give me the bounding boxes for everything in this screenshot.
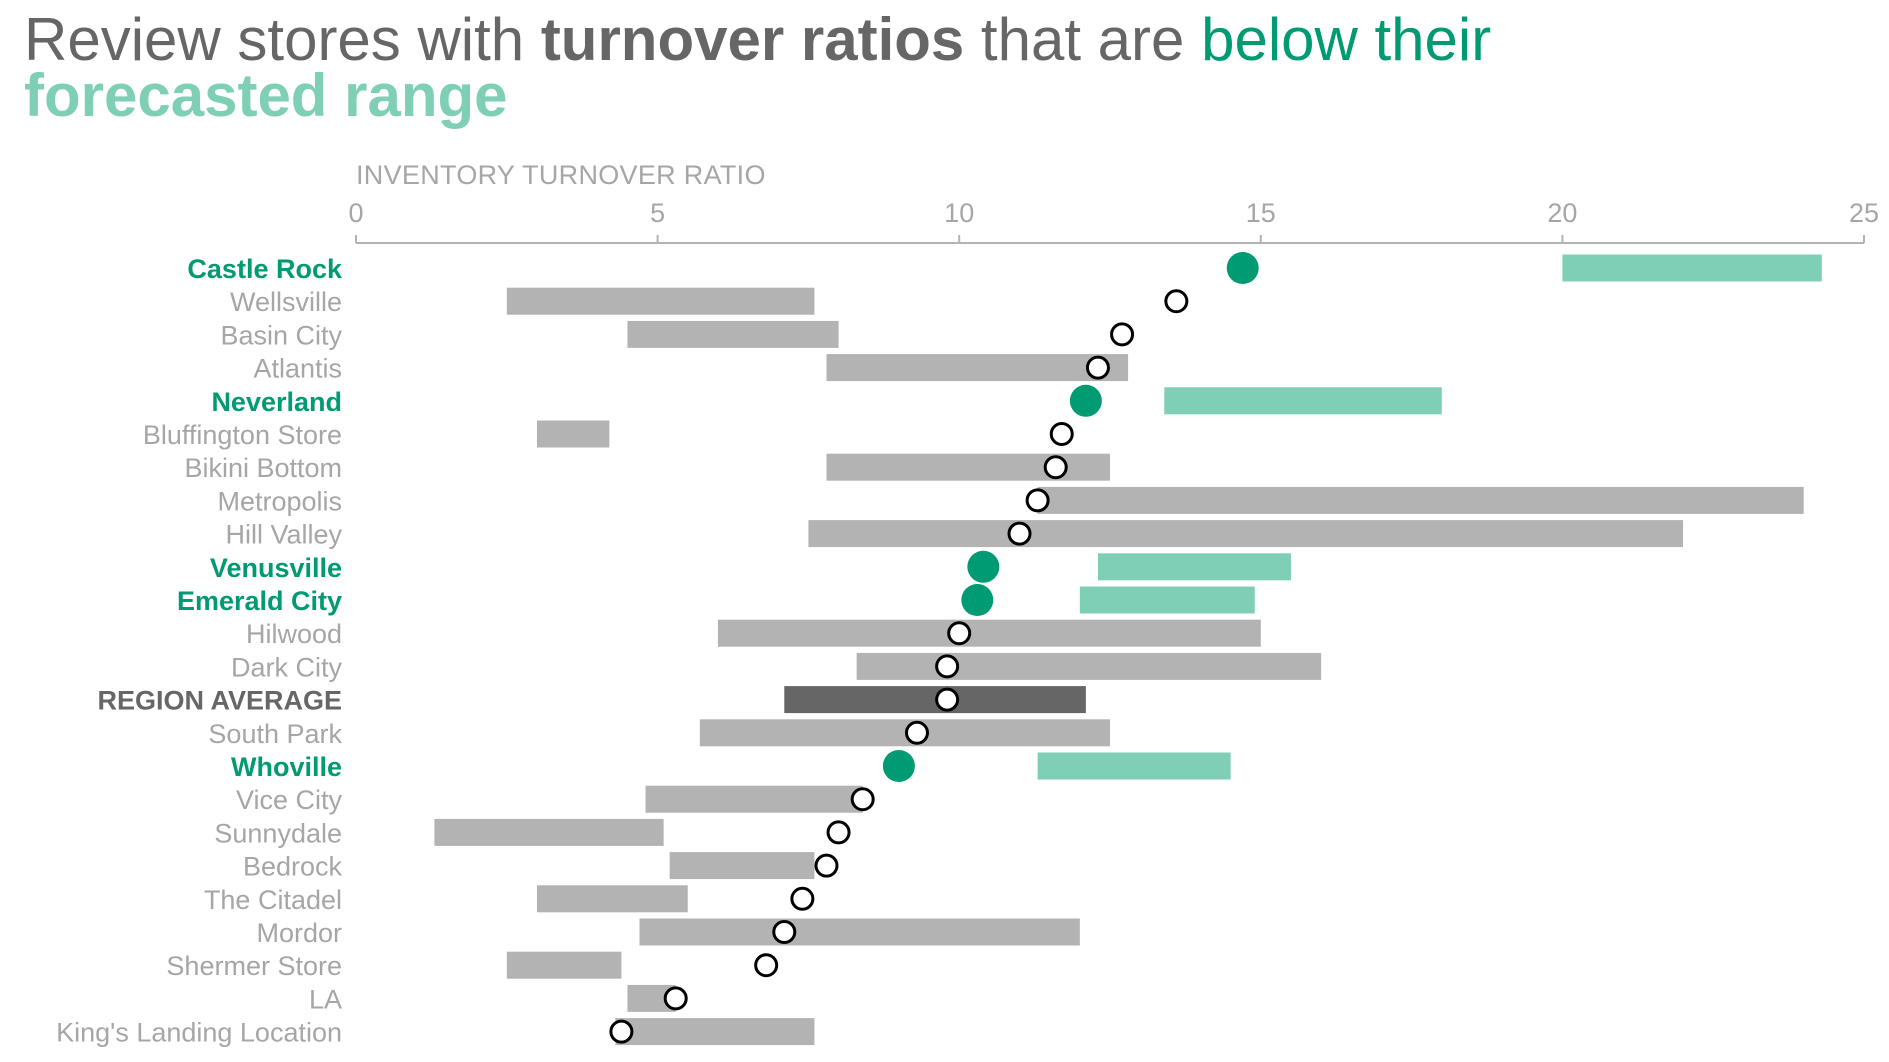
forecast-range-bar (1079, 586, 1255, 614)
x-tick-label: 0 (348, 198, 363, 228)
actual-value-dot (967, 550, 1000, 583)
actual-value-dot (772, 920, 797, 944)
forecast-range-bar (1562, 254, 1822, 282)
actual-value-dot (1226, 252, 1259, 284)
title-part-3: that are (964, 6, 1202, 73)
forecast-range-bar (1097, 553, 1291, 581)
store-label: Dark City (231, 652, 343, 682)
forecast-range-bar (645, 785, 863, 813)
x-tick-label: 25 (1849, 198, 1879, 228)
store-label: Vice City (236, 785, 343, 815)
store-label: Sunnydale (214, 818, 342, 848)
title-part-4: below their (1201, 6, 1492, 73)
x-tick-label: 20 (1547, 198, 1577, 228)
forecast-range-bar (717, 619, 1261, 647)
actual-value-dot (790, 886, 815, 911)
store-label: Bedrock (243, 852, 343, 882)
store-label: LA (309, 984, 342, 1014)
forecast-range-bar (1164, 387, 1442, 415)
x-tick-label: 15 (1246, 198, 1276, 228)
store-label: King's Landing Location (56, 1018, 342, 1048)
store-label: Castle Rock (187, 254, 343, 284)
actual-value-dot (904, 720, 929, 745)
forecast-range-bar (669, 852, 815, 880)
store-label: Hill Valley (225, 520, 342, 550)
actual-value-dot (1069, 384, 1102, 417)
store-label: Neverland (211, 387, 342, 417)
forecast-range-bar (808, 520, 1684, 548)
store-label: REGION AVERAGE (97, 686, 342, 716)
actual-value-dot (814, 853, 839, 878)
store-label: Mordor (256, 918, 342, 948)
actual-value-dot (754, 953, 779, 978)
store-label: Emerald City (177, 586, 342, 616)
forecast-range-bar (699, 719, 1110, 747)
store-label: Basin City (220, 320, 342, 350)
forecast-range-bar (536, 420, 610, 448)
title-part-2: turnover ratios (540, 6, 965, 73)
store-label: The Citadel (204, 885, 342, 915)
actual-value-dot (935, 687, 960, 712)
forecast-range-bar (627, 320, 839, 348)
title-part-1: Review stores with (24, 6, 541, 73)
actual-value-dot (663, 986, 688, 1011)
actual-value-dot (1164, 289, 1189, 314)
forecast-range-bar (506, 287, 815, 315)
x-tick-label: 10 (944, 198, 974, 228)
actual-value-dot (1025, 488, 1050, 513)
x-axis-title: INVENTORY TURNOVER RATIO (356, 160, 766, 190)
forecast-range-bar (506, 951, 622, 979)
actual-value-dot (1049, 422, 1074, 446)
forecast-range-bar (639, 918, 1080, 946)
actual-value-dot (1043, 455, 1068, 480)
forecast-range-bar (856, 652, 1322, 680)
store-label: Whoville (231, 752, 342, 782)
title-part-5: forecasted range (24, 62, 508, 129)
forecast-range-bar (784, 686, 1086, 714)
actual-value-dot (1110, 322, 1135, 347)
store-label: Metropolis (217, 486, 342, 516)
x-tick-label: 5 (650, 198, 665, 228)
actual-value-dot (947, 621, 972, 646)
store-label: Bikini Bottom (184, 453, 342, 483)
forecast-range-bar (536, 885, 688, 913)
store-label: Bluffington Store (143, 420, 342, 450)
actual-value-dot (850, 787, 875, 812)
forecast-range-bar (826, 354, 1129, 382)
store-label: Hilwood (246, 619, 342, 649)
store-label: Shermer Store (166, 951, 342, 981)
store-label: Atlantis (253, 354, 342, 384)
chart-title: Review stores with turnover ratios that … (24, 10, 1864, 126)
forecast-range-bar (615, 1018, 815, 1046)
forecast-range-bar (434, 818, 664, 846)
actual-value-dot (882, 750, 915, 782)
actual-value-dot (961, 584, 994, 616)
forecast-range-bar (1037, 752, 1231, 780)
forecast-range-bar (1037, 486, 1804, 514)
store-label: South Park (208, 719, 342, 749)
actual-value-dot (609, 1019, 634, 1044)
actual-value-dot (1085, 355, 1110, 380)
store-label: Wellsville (230, 287, 342, 317)
actual-value-dot (1007, 521, 1032, 546)
actual-value-dot (935, 654, 960, 679)
store-label: Venusville (210, 553, 342, 583)
actual-value-dot (826, 820, 851, 845)
